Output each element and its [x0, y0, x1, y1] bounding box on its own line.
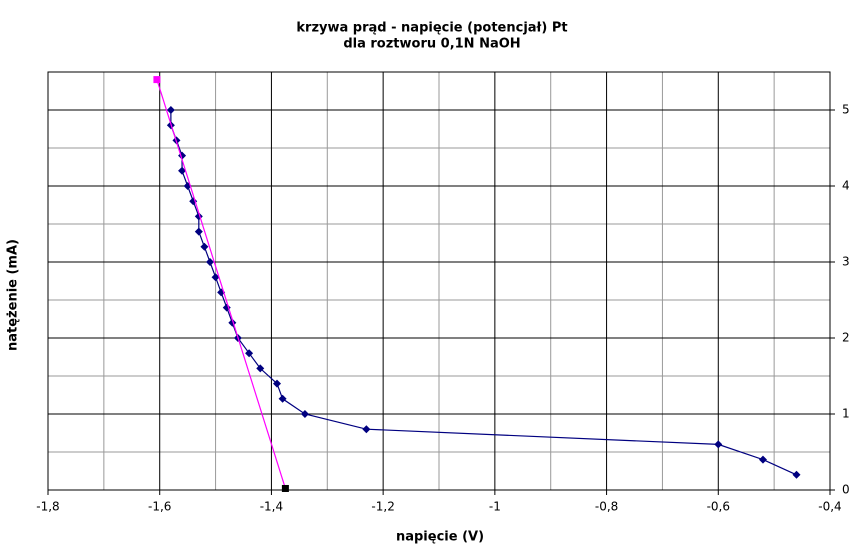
- y-axis-label: natężenie (mA): [6, 239, 21, 351]
- marker: [194, 227, 203, 236]
- marker: [178, 166, 187, 175]
- chart-subtitle: dla roztworu 0,1N NaOH: [343, 37, 520, 52]
- marker: [281, 484, 289, 492]
- y-tick-label: 5: [842, 103, 850, 117]
- x-tick-label: -0,4: [818, 500, 841, 514]
- marker: [273, 379, 282, 388]
- marker: [245, 349, 254, 358]
- marker: [714, 440, 723, 449]
- x-tick-label: -1,8: [36, 500, 59, 514]
- marker: [205, 258, 214, 266]
- y-tick-label: 0: [842, 483, 850, 497]
- series-line: [170, 110, 797, 476]
- marker: [758, 455, 767, 464]
- series-line: [156, 79, 286, 489]
- y-tick-label: 1: [842, 407, 850, 421]
- x-tick-label: -1,4: [260, 500, 283, 514]
- marker: [211, 273, 220, 282]
- marker: [200, 242, 209, 251]
- marker: [256, 364, 265, 373]
- x-tick-label: -0,6: [707, 500, 730, 514]
- x-tick-label: -1,2: [371, 500, 394, 514]
- y-tick-label: 2: [842, 331, 850, 345]
- marker: [792, 470, 801, 479]
- marker: [362, 425, 371, 434]
- marker: [278, 394, 287, 403]
- x-tick-label: -0,8: [595, 500, 618, 514]
- marker: [153, 76, 161, 84]
- x-axis-label: napięcie (V): [396, 530, 484, 545]
- marker: [300, 410, 309, 418]
- marker: [166, 106, 175, 114]
- y-tick-label: 3: [842, 255, 850, 269]
- x-tick-label: -1: [489, 500, 501, 514]
- y-tick-label: 4: [842, 179, 850, 193]
- plot-frame: [47, 71, 831, 491]
- x-tick-label: -1,6: [148, 500, 171, 514]
- chart-title: krzywa prąd - napięcie (potencjał) Pt: [296, 21, 567, 36]
